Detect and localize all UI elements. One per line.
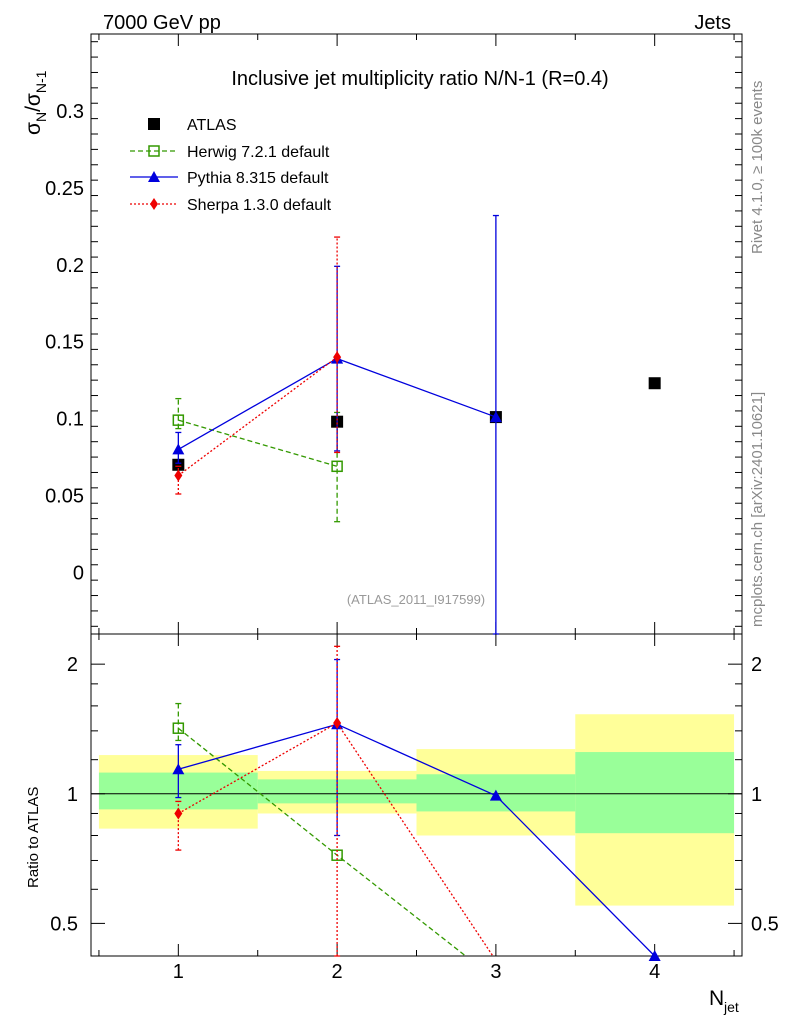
legend-label-sherpa: Sherpa 1.3.0 default <box>187 197 332 214</box>
sherpa-line <box>177 356 338 477</box>
ratio-ytick-label: 0.5 <box>50 913 78 935</box>
main-ytick-label: 0.15 <box>45 332 84 354</box>
main-ytick-label: 0.3 <box>56 101 84 123</box>
legend-marker-atlas <box>148 118 160 130</box>
herwig-line <box>178 419 338 467</box>
header-right: Jets <box>694 12 731 34</box>
legend-marker-pythia <box>148 171 160 182</box>
main-ytick-label: 0 <box>73 562 84 584</box>
analysis-id: (ATLAS_2011_I917599) <box>347 592 485 607</box>
rivet-label: Rivet 4.1.0, ≥ 100k events <box>749 81 766 254</box>
pythia-ratio-point <box>489 789 502 801</box>
main-ylabel-sigma: σ <box>22 122 45 135</box>
x-tick-label: 2 <box>332 961 343 983</box>
legend-marker-herwig <box>148 145 160 157</box>
ratio-ytick-label: 1 <box>67 784 78 806</box>
chart-title: Inclusive jet multiplicity ratio N/N-1 (… <box>231 68 608 90</box>
legend-label-herwig: Herwig 7.2.1 default <box>187 144 330 161</box>
main-ylabel: σN/σN-1 <box>22 70 49 135</box>
main-ytick-label: 0.1 <box>56 409 84 431</box>
main-ylabel-sub-n1: N-1 <box>33 70 49 93</box>
ratio-ylabel: Ratio to ATLAS <box>25 787 42 888</box>
pythia-ratio-point <box>172 763 185 775</box>
x-tick-label: 1 <box>173 961 184 983</box>
sherpa-ratio-point <box>174 807 183 820</box>
legend-marker-sherpa <box>150 198 158 210</box>
herwig-point <box>172 414 185 426</box>
header-left: 7000 GeV pp <box>103 12 221 34</box>
ratio-band-inner <box>575 752 735 834</box>
main-ylabel-text: σN/σN-1 <box>22 70 49 135</box>
sherpa-point <box>333 351 342 364</box>
main-ylabel-slash: /σ <box>22 93 45 112</box>
sherpa-ratio-line <box>178 722 494 957</box>
x-axis-label-main: N <box>709 987 724 1010</box>
ratio-ytick-label-right: 1 <box>751 784 762 806</box>
herwig-ratio-point <box>172 722 185 734</box>
x-tick-label: 3 <box>490 961 501 983</box>
ratio-panel: 1 2 3 4 0.5 0.5 1 1 2 2 <box>50 634 779 983</box>
main-ytick-label: 0.05 <box>45 486 84 508</box>
ratio-ytick-label-right: 0.5 <box>751 913 779 935</box>
main-ytick-label: 0.25 <box>45 178 84 200</box>
x-tick-label: 4 <box>649 961 660 983</box>
legend-label-pythia: Pythia 8.315 default <box>187 170 329 187</box>
sherpa-ratio-point <box>333 717 342 730</box>
main-ytick-label: 0.2 <box>56 255 84 277</box>
legend: ATLAS Herwig 7.2.1 default Pythia 8.315 de… <box>130 117 332 214</box>
x-axis-label-sub: jet <box>723 999 739 1015</box>
herwig-point <box>331 460 343 473</box>
pythia-point <box>489 411 502 423</box>
atlas-data-point <box>648 377 661 390</box>
atlas-data-point <box>172 458 185 471</box>
pythia-ratio-point <box>648 950 661 961</box>
legend-label-data: ATLAS <box>187 117 237 134</box>
mcplots-label: mcplots.cern.ch [arXiv:2401.10621] <box>749 392 766 627</box>
ratio-ytick-label: 2 <box>67 654 78 676</box>
ratio-ytick-label-right: 2 <box>751 654 762 676</box>
pythia-ratio-line <box>178 723 656 957</box>
sherpa-point <box>174 469 183 482</box>
main-panel: 0 0.05 0.1 0.15 0.2 0.25 0.3 <box>45 34 742 635</box>
main-ylabel-sub-n: N <box>33 112 49 122</box>
pythia-point <box>172 443 185 455</box>
x-axis-label: N jet <box>709 987 739 1015</box>
